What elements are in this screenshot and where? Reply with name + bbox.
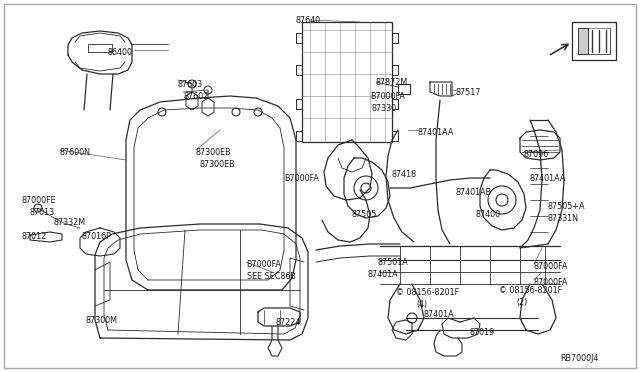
Text: 87517: 87517 bbox=[456, 88, 481, 97]
Bar bbox=[392, 65, 398, 75]
Text: 87600N: 87600N bbox=[60, 148, 91, 157]
Text: B7000FA: B7000FA bbox=[370, 92, 405, 101]
Text: 87000FA: 87000FA bbox=[534, 262, 568, 271]
Bar bbox=[296, 33, 302, 43]
Text: 87096: 87096 bbox=[524, 150, 549, 159]
Text: © 08156-8201F: © 08156-8201F bbox=[396, 288, 459, 297]
Bar bbox=[392, 33, 398, 43]
Bar bbox=[578, 28, 610, 54]
Bar bbox=[302, 22, 392, 142]
Text: 87000FE: 87000FE bbox=[22, 196, 56, 205]
Text: SEE SEC86B: SEE SEC86B bbox=[247, 272, 296, 281]
Text: 87013: 87013 bbox=[30, 208, 55, 217]
Text: 87330: 87330 bbox=[372, 104, 397, 113]
Text: 87640: 87640 bbox=[296, 16, 321, 25]
Bar bbox=[296, 131, 302, 141]
Text: 87224: 87224 bbox=[275, 318, 300, 327]
Text: 87872M: 87872M bbox=[376, 78, 408, 87]
Text: 87401AB: 87401AB bbox=[456, 188, 492, 197]
Text: 87016P: 87016P bbox=[82, 232, 112, 241]
Text: 87331N: 87331N bbox=[548, 214, 579, 223]
Text: 87401AA: 87401AA bbox=[530, 174, 566, 183]
Text: 87012: 87012 bbox=[22, 232, 47, 241]
Text: 87401A: 87401A bbox=[368, 270, 399, 279]
Bar bbox=[578, 28, 588, 54]
Text: 87418: 87418 bbox=[392, 170, 417, 179]
Text: (2): (2) bbox=[516, 298, 527, 307]
Bar bbox=[296, 65, 302, 75]
Text: 87401AA: 87401AA bbox=[418, 128, 454, 137]
Text: © 08156-8201F: © 08156-8201F bbox=[499, 286, 562, 295]
Text: 87602: 87602 bbox=[183, 92, 208, 101]
Text: B7000FA: B7000FA bbox=[284, 174, 319, 183]
Text: B7000FA: B7000FA bbox=[246, 260, 281, 269]
Text: 87401A: 87401A bbox=[424, 310, 454, 319]
Text: 87300EB: 87300EB bbox=[196, 148, 232, 157]
Text: 87019: 87019 bbox=[470, 328, 495, 337]
Bar bbox=[392, 99, 398, 109]
Bar bbox=[392, 131, 398, 141]
Text: 87505+A: 87505+A bbox=[548, 202, 586, 211]
Bar bbox=[296, 99, 302, 109]
Bar bbox=[398, 84, 410, 94]
Text: 87603: 87603 bbox=[178, 80, 203, 89]
Text: 87332M: 87332M bbox=[54, 218, 86, 227]
Text: (4): (4) bbox=[416, 300, 427, 309]
Text: 87300M: 87300M bbox=[86, 316, 118, 325]
Text: 87501A: 87501A bbox=[378, 258, 409, 267]
Text: 87505: 87505 bbox=[352, 210, 378, 219]
Text: 87000FA: 87000FA bbox=[534, 278, 568, 287]
Text: 87400: 87400 bbox=[476, 210, 501, 219]
Text: RB7000J4: RB7000J4 bbox=[560, 354, 598, 363]
Text: 86400: 86400 bbox=[108, 48, 133, 57]
Text: 87300EB: 87300EB bbox=[200, 160, 236, 169]
